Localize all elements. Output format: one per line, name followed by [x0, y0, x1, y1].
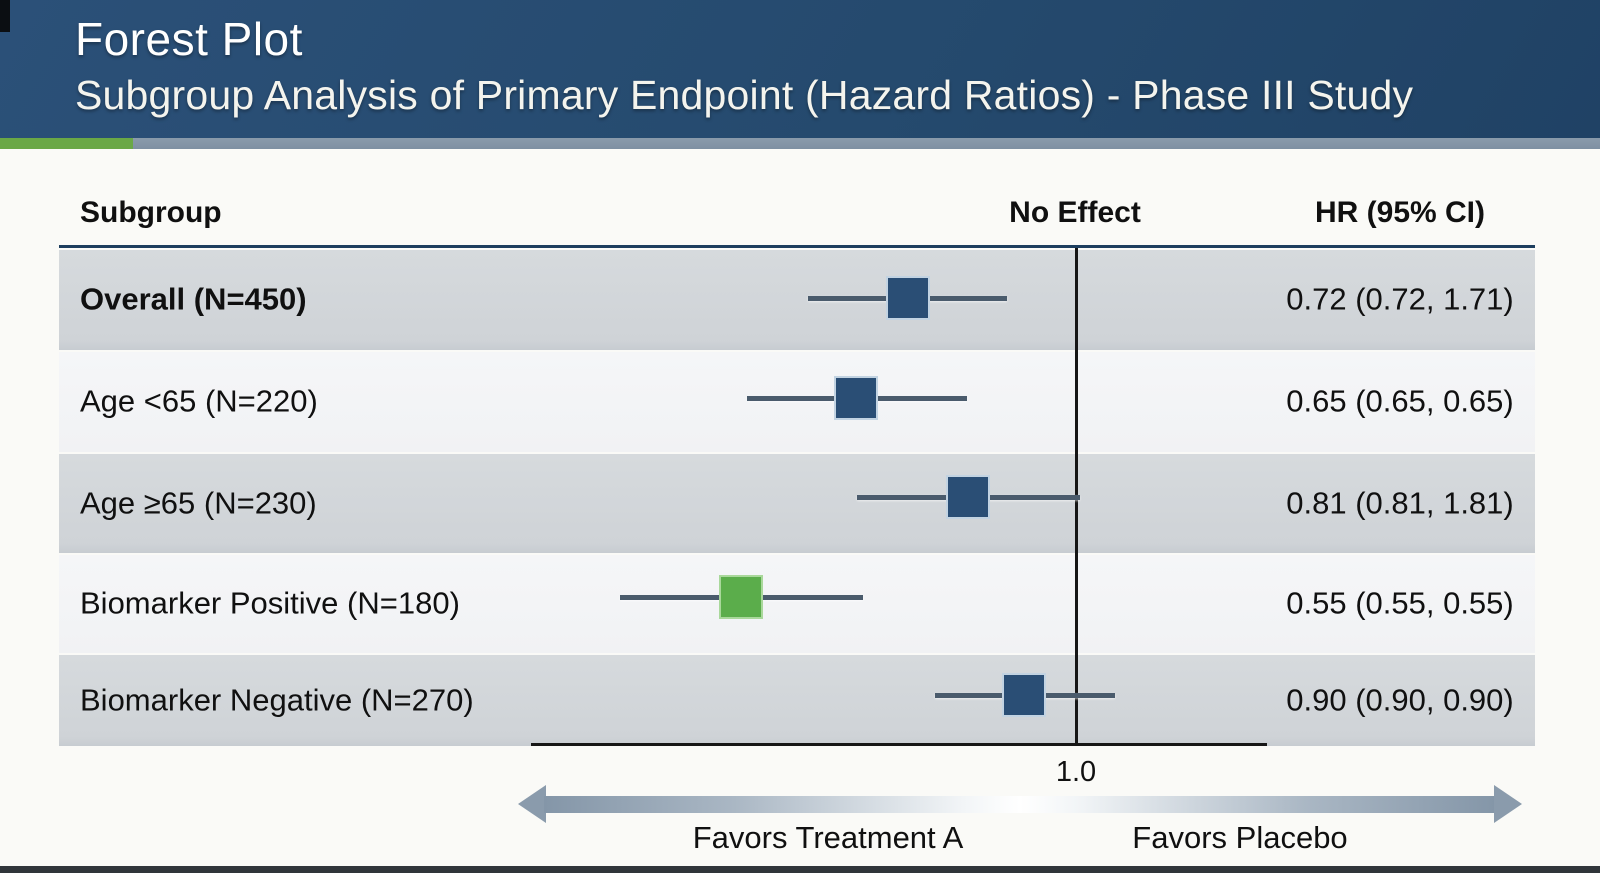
no-effect-reference-line: [1075, 248, 1078, 746]
row-label: Age <65 (N=220): [80, 383, 318, 419]
forest-row-biomarker-negative: Biomarker Negative (N=270) 0.90 (0.90, 0…: [59, 655, 1535, 746]
arrow-body: [544, 796, 1496, 813]
page-subtitle: Subgroup Analysis of Primary Endpoint (H…: [75, 72, 1414, 118]
page-title: Forest Plot: [75, 13, 303, 65]
header-banner: Forest Plot Subgroup Analysis of Primary…: [0, 0, 1600, 138]
table-header-divider: [59, 245, 1535, 248]
favors-treatment-label: Favors Treatment A: [692, 820, 964, 855]
row-label: Overall (N=450): [80, 281, 307, 317]
row-label: Biomarker Positive (N=180): [80, 585, 460, 621]
column-header-no-effect: No Effect: [1009, 196, 1141, 229]
forest-row-biomarker-positive: Biomarker Positive (N=180) 0.55 (0.55, 0…: [59, 555, 1535, 653]
row-hr-value: 0.90 (0.90, 0.90): [1286, 681, 1514, 717]
axis-tick-label: 1.0: [1055, 756, 1097, 788]
accent-bar-gray: [133, 138, 1600, 149]
corner-notch: [0, 0, 10, 32]
accent-strip: [0, 138, 1600, 149]
arrow-left-head: [518, 785, 546, 823]
row-hr-value: 0.81 (0.81, 1.81): [1286, 484, 1514, 520]
x-axis-line: [531, 743, 1267, 746]
favors-placebo-label: Favors Placebo: [1132, 820, 1348, 855]
accent-bar-green: [0, 138, 133, 149]
column-header-hr-ci: HR (95% CI): [1314, 196, 1486, 229]
bottom-strip: [0, 866, 1600, 873]
row-label: Age ≥65 (N=230): [80, 484, 317, 520]
row-hr-value: 0.72 (0.72, 1.71): [1286, 281, 1514, 317]
favors-direction-arrow: [518, 785, 1522, 823]
row-hr-value: 0.55 (0.55, 0.55): [1286, 585, 1514, 621]
forest-row-overall: Overall (N=450) 0.72 (0.72, 1.71): [59, 250, 1535, 350]
forest-row-age-lt65: Age <65 (N=220) 0.65 (0.65, 0.65): [59, 352, 1535, 452]
row-label: Biomarker Negative (N=270): [80, 681, 474, 717]
arrow-right-head: [1494, 785, 1522, 823]
forest-row-age-ge65: Age ≥65 (N=230) 0.81 (0.81, 1.81): [59, 454, 1535, 553]
column-header-subgroup: Subgroup: [80, 196, 222, 229]
row-hr-value: 0.65 (0.65, 0.65): [1286, 383, 1514, 419]
